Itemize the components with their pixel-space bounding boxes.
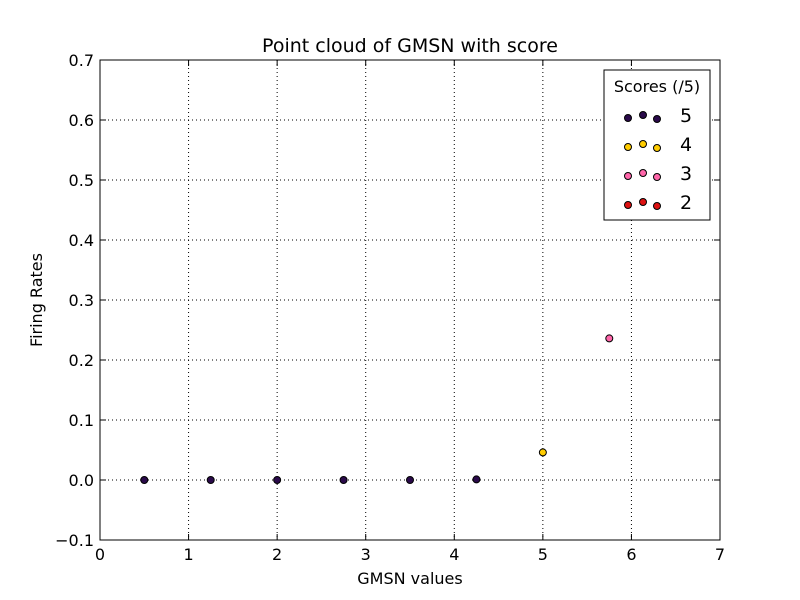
y-axis-label: Firing Rates [27,253,46,347]
x-tick-label: 7 [715,545,725,564]
legend-label-4: 4 [680,134,692,156]
legend-marker-5 [624,114,632,122]
y-tick-label: 0.7 [69,51,94,70]
legend-marker-3 [624,172,632,180]
y-tick-label: 0.1 [69,411,94,430]
legend-marker-4 [624,143,632,151]
y-tick-label: 0.2 [69,351,94,370]
y-tick-label: 0.0 [69,471,94,490]
x-tick-label: 0 [95,545,105,564]
data-point-score-5 [472,475,481,484]
x-tick-label: 3 [361,545,371,564]
axis-ticks [99,59,721,541]
legend-marker-2 [653,202,661,210]
data-point-score-5 [406,476,414,484]
x-tick-label: 6 [626,545,636,564]
legend-marker-5 [653,115,661,123]
legend-marker-4 [653,144,661,152]
data-points [140,334,614,484]
data-point-score-5 [140,476,149,484]
x-tick-label: 1 [183,545,193,564]
data-point-score-4 [538,448,547,457]
legend-marker-5 [639,111,647,119]
legend-marker-3 [653,173,661,181]
legend-label-2: 2 [680,192,692,214]
y-tick-label: −0.1 [55,531,94,550]
legend-label-5: 5 [680,105,692,127]
y-tick-label: 0.6 [69,111,94,130]
y-tick-label: 0.4 [69,231,94,250]
legend-marker-2 [639,198,647,206]
data-point-score-3 [605,334,614,343]
data-point-score-5 [273,476,282,484]
x-axis-label: GMSN values [357,569,462,588]
x-tick-label: 4 [449,545,459,564]
chart-title: Point cloud of GMSN with score [262,35,558,57]
x-tick-label: 5 [538,545,548,564]
x-tick-label: 2 [272,545,282,564]
legend-label-3: 3 [680,163,692,185]
legend-marker-3 [639,169,647,177]
legend: Scores (/5) 5 4 3 2 [603,69,711,221]
legend-marker-4 [639,140,647,148]
data-point-score-5 [339,476,348,484]
legend-title: Scores (/5) [614,77,700,96]
legend-marker-2 [624,201,632,209]
data-point-score-5 [206,476,215,484]
tick-labels: 0 1 2 3 4 5 6 7 −0.1 0.0 0.1 0.2 0.3 0.4 0.5 0.6 0.7 [55,51,725,564]
y-tick-label: 0.5 [69,171,94,190]
y-tick-label: 0.3 [69,291,94,310]
